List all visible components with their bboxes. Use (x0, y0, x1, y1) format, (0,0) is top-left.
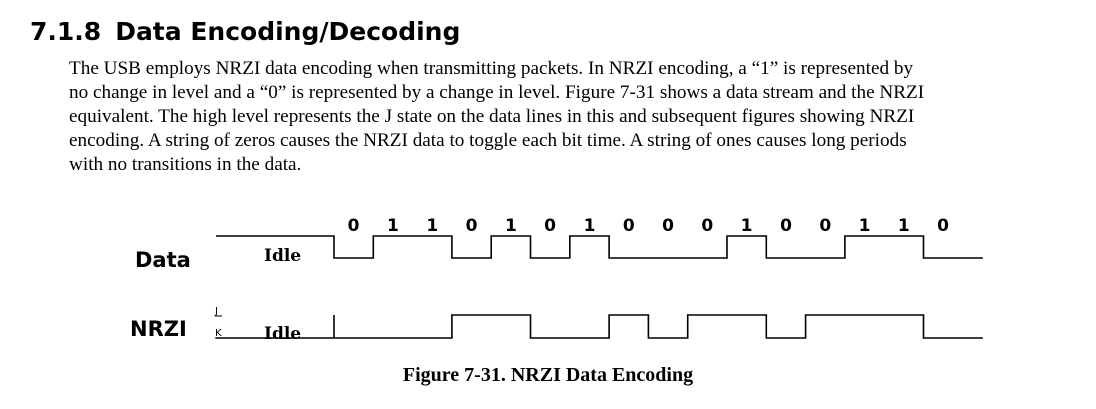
bit-label: 0 (662, 216, 674, 236)
bit-label: 0 (623, 216, 635, 236)
nrzi-signal-label: NRZI (130, 317, 187, 341)
data-signal-label: Data (135, 248, 191, 272)
data-idle-label: Idle (264, 246, 301, 266)
nrzi-idle-label: Idle (264, 324, 301, 344)
j-state-label: J (214, 306, 218, 317)
bit-label: 0 (544, 216, 556, 236)
bit-label: 1 (505, 216, 517, 236)
section-title: Data Encoding/Decoding (115, 17, 461, 46)
paragraph-line: with no transitions in the data. (69, 154, 302, 175)
bit-label: 0 (348, 216, 360, 236)
section-heading: 7.1.8 Data Encoding/Decoding (30, 14, 460, 50)
bit-label: 1 (426, 216, 438, 236)
bit-label: 0 (466, 216, 478, 236)
bit-labels: 0 1 1 0 1 0 1 0 0 0 1 0 0 1 1 0 (348, 216, 949, 236)
section-number: 7.1.8 (30, 17, 102, 46)
nrzi-waveform (216, 314, 983, 339)
nrzi-encoding-figure: 0 1 1 0 1 0 1 0 0 0 1 0 0 1 1 0 Data Idle NRZI J K Idle (130, 216, 983, 344)
bit-label: 1 (387, 216, 399, 236)
paragraph-line: no change in level and a “0” is represen… (69, 82, 925, 103)
bit-label: 0 (701, 216, 713, 236)
bit-label: 1 (898, 216, 910, 236)
bit-label: 1 (741, 216, 753, 236)
bit-label: 1 (859, 216, 871, 236)
paragraph-line: The USB employs NRZI data encoding when … (69, 58, 914, 79)
bit-label: 0 (780, 216, 792, 236)
paragraph-line: encoding. A string of zeros causes the N… (69, 130, 907, 151)
body-paragraph: The USB employs NRZI data encoding when … (69, 57, 1069, 177)
bit-label: 0 (937, 216, 949, 236)
figure-caption: Figure 7-31. NRZI Data Encoding (402, 364, 694, 386)
paragraph-line: equivalent. The high level represents th… (69, 106, 915, 127)
bit-label: 0 (819, 216, 831, 236)
k-state-label: K (215, 328, 222, 339)
data-waveform (216, 235, 983, 259)
bit-label: 1 (584, 216, 596, 236)
